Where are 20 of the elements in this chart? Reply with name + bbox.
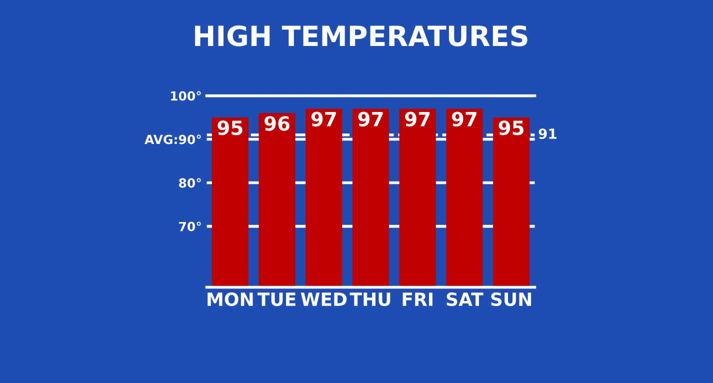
data-label: 97 [311, 112, 336, 126]
x-tick-label: SAT [446, 292, 484, 306]
data-label: 95 [498, 120, 524, 136]
x-tick-label: THU [350, 292, 390, 306]
data-label: 95 [218, 120, 242, 136]
data-label: 97 [358, 112, 383, 126]
y-tick-label: 70° [179, 222, 201, 232]
ref-line-label: 91 [538, 128, 556, 139]
x-tick-label: MON [208, 292, 253, 306]
y-tick-label: AVG:90° [144, 134, 201, 144]
x-tick-label: FRI [402, 292, 432, 306]
x-tick-label: TUE [257, 292, 296, 306]
x-tick-label: SUN [491, 292, 532, 306]
y-tick-label: 80° [179, 178, 201, 188]
data-label: 96 [264, 116, 290, 131]
chart-title: HIGH TEMPERATURES [195, 25, 528, 46]
data-label: 97 [405, 112, 430, 126]
x-tick-label: WED [300, 292, 347, 306]
data-label: 97 [452, 112, 476, 126]
y-tick-label: 100° [170, 91, 201, 101]
